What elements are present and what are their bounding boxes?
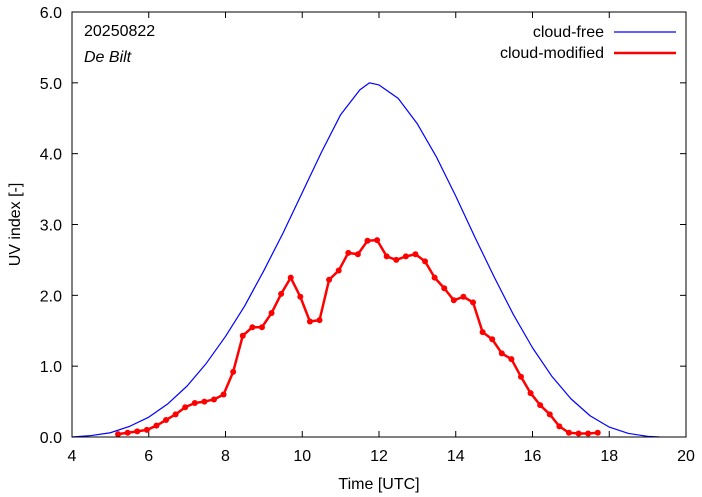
data-point-cloud-modified: [354, 251, 361, 258]
data-point-cloud-modified: [124, 429, 131, 436]
data-point-cloud-modified: [115, 431, 122, 438]
data-point-cloud-modified: [249, 324, 256, 331]
data-point-cloud-modified: [163, 417, 170, 423]
legend-label-cloud-modified: cloud-modified: [500, 45, 604, 62]
data-point-cloud-modified: [278, 290, 285, 297]
data-point-cloud-modified: [220, 391, 227, 398]
data-point-cloud-modified: [422, 258, 429, 265]
data-point-cloud-modified: [412, 251, 419, 258]
data-point-cloud-modified: [402, 253, 409, 260]
data-point-cloud-modified: [489, 336, 496, 343]
data-point-cloud-modified: [326, 276, 333, 283]
legend-label-cloud-free: cloud-free: [533, 24, 604, 41]
y-tick-label: 1.0: [40, 359, 62, 376]
x-tick-label: 16: [524, 448, 542, 465]
x-axis-title: Time [UTC]: [338, 476, 419, 493]
data-point-cloud-modified: [527, 390, 534, 397]
y-tick-label: 5.0: [40, 76, 62, 93]
data-point-cloud-modified: [450, 297, 457, 304]
x-tick-label: 12: [370, 448, 388, 465]
data-point-cloud-modified: [182, 404, 189, 411]
data-point-cloud-modified: [498, 350, 505, 357]
data-point-cloud-modified: [239, 332, 246, 339]
plot-frame: [71, 11, 687, 438]
data-point-cloud-modified: [335, 267, 342, 274]
data-point-cloud-modified: [258, 324, 265, 331]
data-point-cloud-modified: [556, 423, 563, 430]
data-point-cloud-modified: [575, 430, 582, 437]
y-axis-title: UV index [-]: [7, 183, 24, 267]
data-point-cloud-modified: [230, 368, 237, 375]
y-tick-label: 4.0: [40, 147, 62, 164]
data-point-cloud-modified: [546, 411, 553, 418]
data-point-cloud-modified: [508, 356, 515, 363]
plot-series: [71, 82, 660, 438]
data-point-cloud-modified: [431, 274, 438, 281]
data-point-cloud-modified: [287, 274, 294, 281]
data-point-cloud-modified: [470, 299, 477, 306]
data-point-cloud-modified: [134, 428, 141, 435]
x-tick-label: 6: [144, 448, 153, 465]
y-tick-label: 2.0: [40, 288, 62, 305]
data-point-cloud-modified: [153, 422, 160, 429]
location-annotation: De Bilt: [84, 49, 132, 66]
date-annotation: 20250822: [84, 23, 155, 40]
x-tick-label: 14: [447, 448, 465, 465]
x-tick-label: 18: [600, 448, 618, 465]
legend: cloud-free cloud-modified: [500, 24, 676, 62]
axis-ticks: 4 6 8 10 12 14 16 18 20 0.0 1.0 2.0 3.0 4.0 5.0 6.0: [40, 5, 695, 465]
data-point-cloud-modified: [565, 429, 572, 436]
data-point-cloud-modified: [297, 293, 304, 300]
data-point-cloud-modified: [191, 400, 198, 406]
data-point-cloud-modified: [345, 249, 352, 256]
data-point-cloud-modified: [172, 411, 179, 418]
data-point-cloud-modified: [537, 402, 544, 409]
series-line-cloud-free: [71, 82, 660, 438]
data-point-cloud-modified: [210, 396, 217, 403]
data-point-cloud-modified: [364, 237, 371, 244]
x-tick-label: 8: [221, 448, 230, 465]
data-point-cloud-modified: [441, 285, 448, 292]
data-point-cloud-modified: [374, 237, 381, 244]
x-tick-label: 20: [677, 448, 695, 465]
y-tick-label: 6.0: [40, 5, 62, 22]
y-tick-label: 0.0: [40, 430, 62, 447]
x-tick-label: 10: [293, 448, 311, 465]
data-point-cloud-modified: [393, 256, 400, 263]
data-point-cloud-modified: [316, 317, 323, 324]
data-point-cloud-modified: [306, 318, 313, 325]
x-tick-label: 4: [68, 448, 77, 465]
data-point-cloud-modified: [143, 426, 150, 433]
data-point-cloud-modified: [594, 429, 601, 436]
data-point-cloud-modified: [517, 373, 524, 380]
data-point-cloud-modified: [479, 329, 486, 336]
data-point-cloud-modified: [268, 310, 275, 317]
data-point-cloud-modified: [460, 293, 467, 300]
y-tick-label: 3.0: [40, 218, 62, 235]
data-point-cloud-modified: [201, 398, 208, 405]
data-point-cloud-modified: [585, 430, 592, 437]
data-point-cloud-modified: [383, 253, 390, 260]
